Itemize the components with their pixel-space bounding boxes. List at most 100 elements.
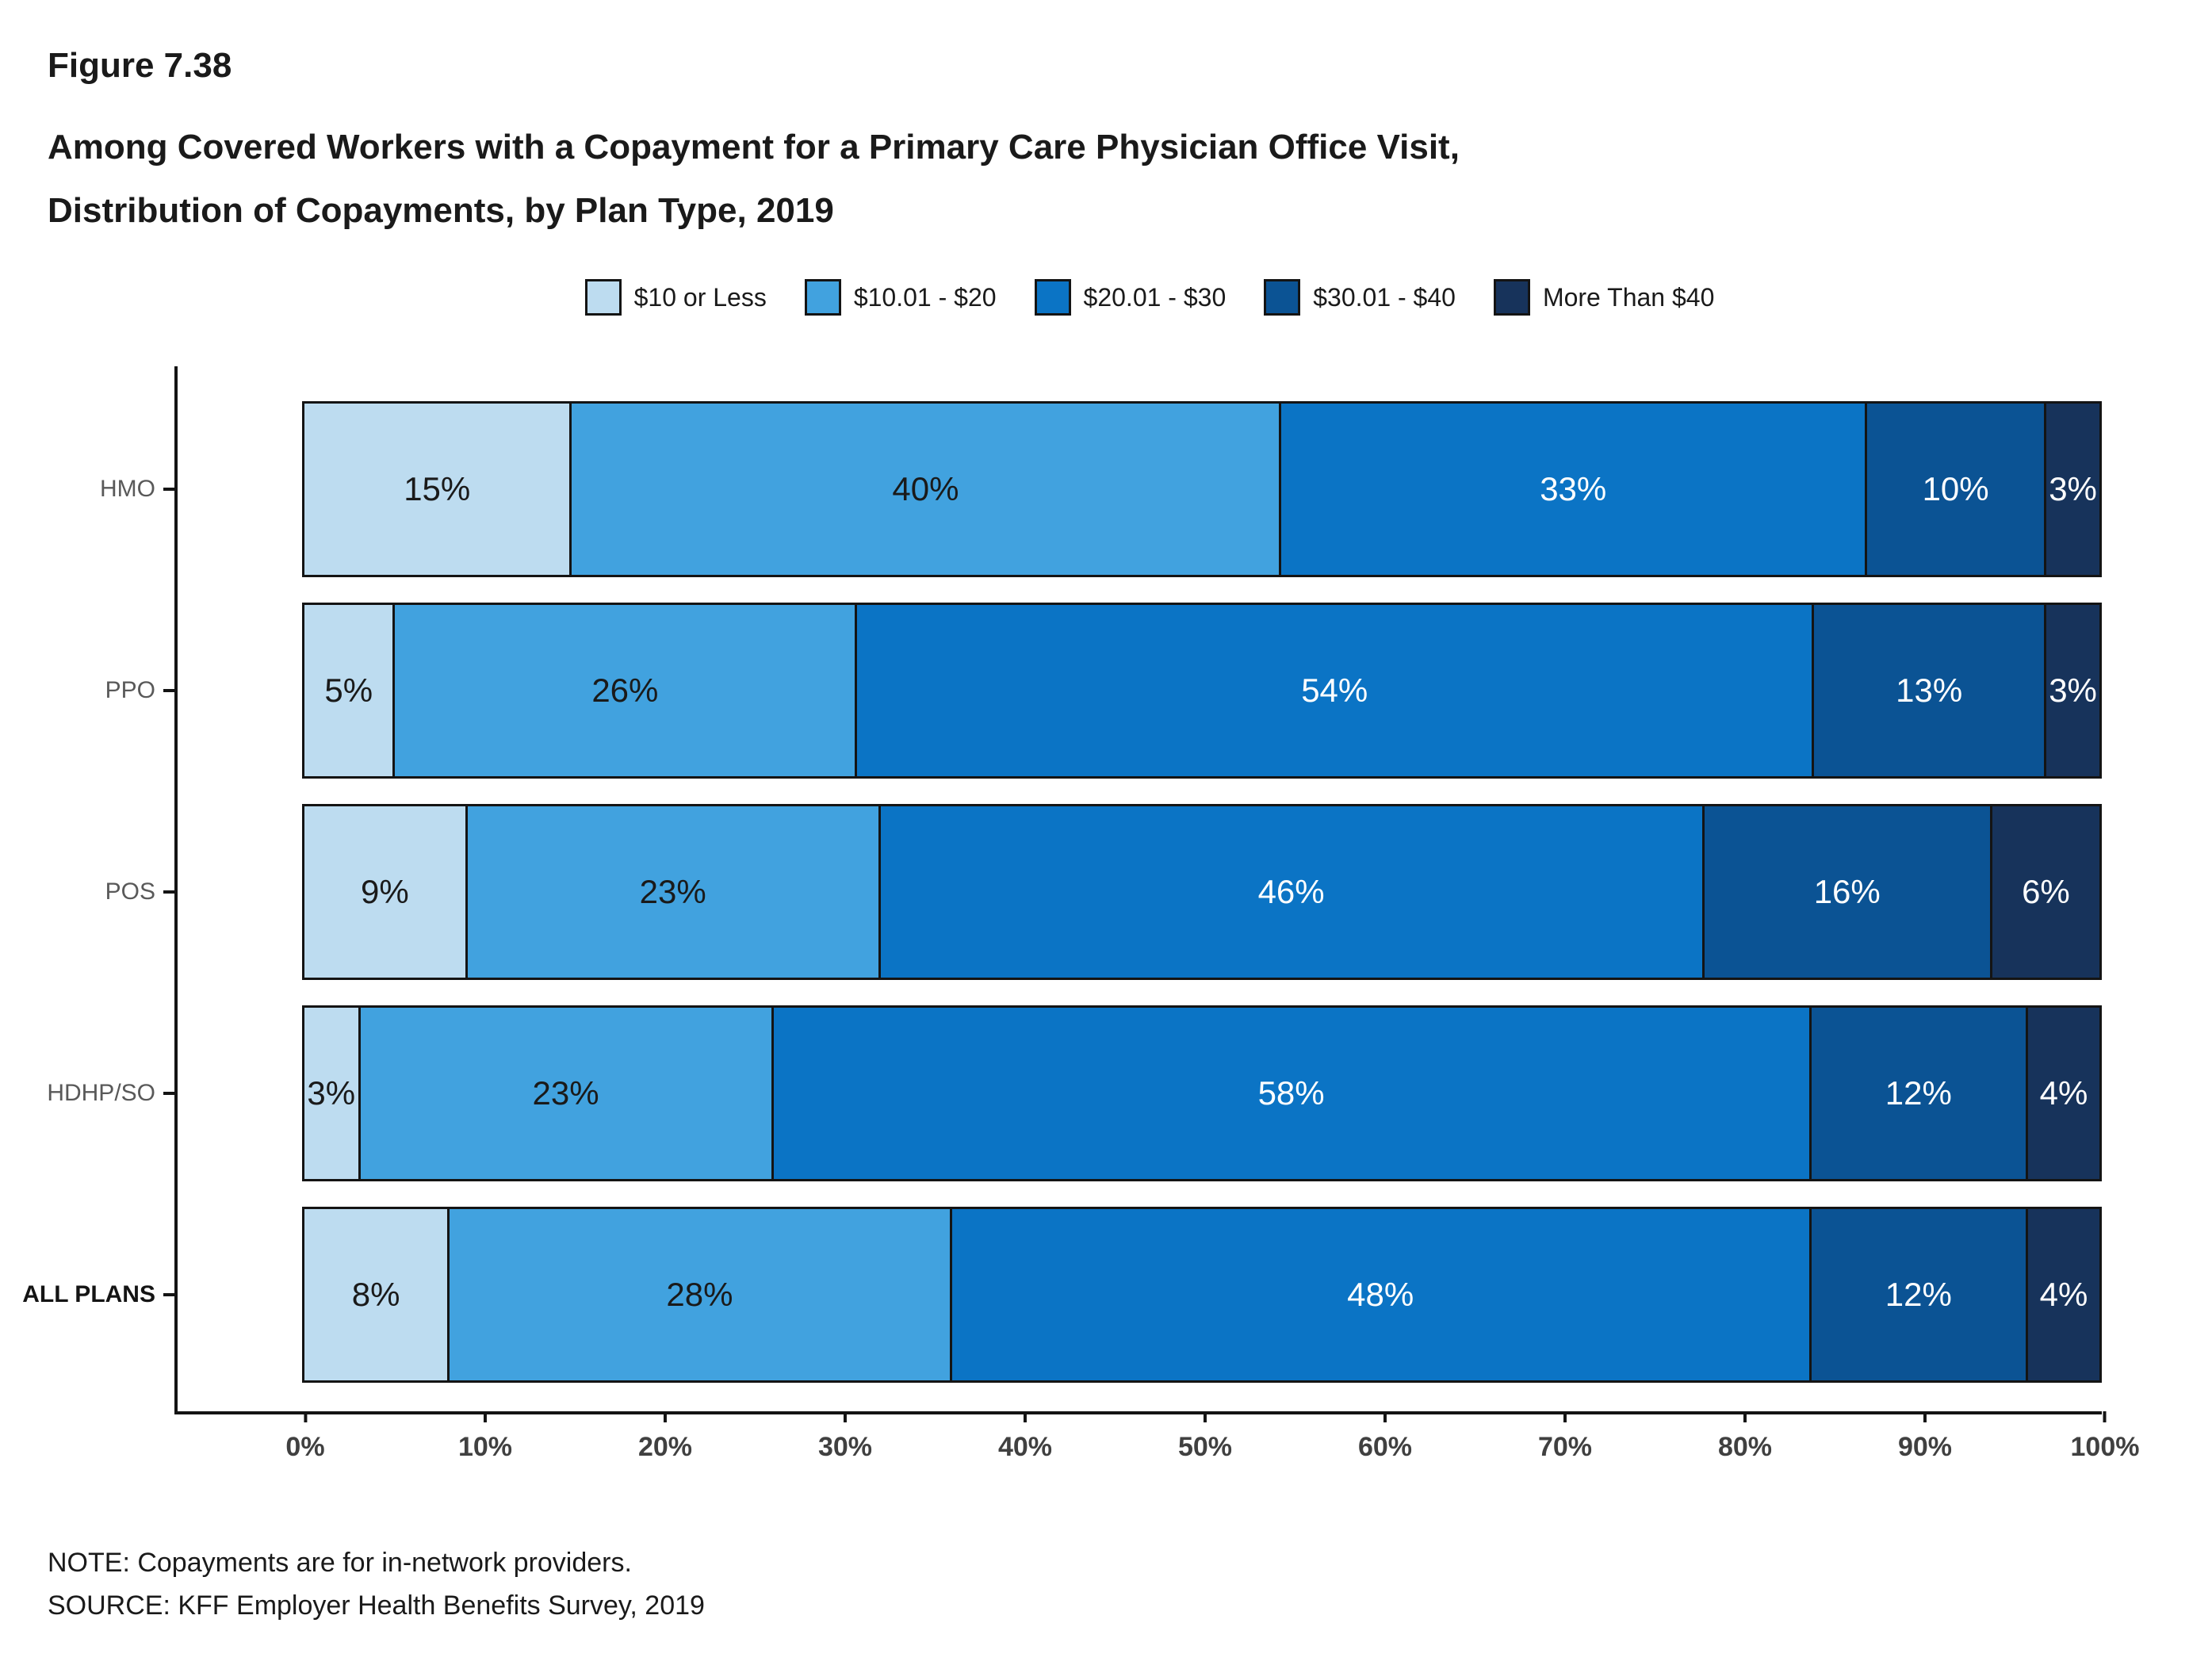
chart-legend: $10 or Less $10.01 - $20 $20.01 - $30 $30.0… <box>584 279 1715 316</box>
chart-note: NOTE: Copayments are for in-network prov… <box>48 1548 632 1578</box>
x-axis-tick: 100% <box>2070 1411 2140 1463</box>
bar-segment: 8% <box>302 1207 450 1383</box>
bar-segment: 9% <box>302 804 468 980</box>
figure-label: Figure 7.38 <box>48 46 232 85</box>
y-axis-label-text: HMO <box>100 476 155 502</box>
x-axis-tickmark <box>844 1411 847 1422</box>
y-axis-label: PPO <box>48 603 174 779</box>
chart-footer: NOTE: Copayments are for in-network prov… <box>48 1541 2164 1627</box>
stacked-bar: 9% 23% 46% 16% 6% <box>302 804 2102 980</box>
figure-heading: Figure 7.38 Among Covered Workers with a… <box>48 46 2164 243</box>
x-axis-tick: 50% <box>1178 1411 1232 1463</box>
legend-label: $30.01 - $40 <box>1313 282 1456 312</box>
stacked-bar: 5% 26% 54% 13% 3% <box>302 603 2102 779</box>
bar-segment-value: 4% <box>2039 1074 2088 1112</box>
bar-segment: 6% <box>1989 804 2102 980</box>
x-axis-tick-label: 80% <box>1717 1432 1773 1462</box>
bar-segment-value: 12% <box>1885 1276 1952 1313</box>
x-axis-tick: 80% <box>1718 1411 1772 1463</box>
bar-segment-value: 48% <box>1347 1276 1414 1313</box>
bar-segment: 58% <box>771 1005 1812 1181</box>
bar-segment: 33% <box>1279 401 1868 577</box>
bar-segment-value: 33% <box>1540 470 1607 507</box>
stacked-bar: 8% 28% 48% 12% 4% <box>302 1207 2102 1383</box>
x-axis-tick-label: 90% <box>1897 1432 1953 1462</box>
bar-segment: 23% <box>358 1005 774 1181</box>
legend-label: $20.01 - $30 <box>1083 282 1227 312</box>
legend-label: $10.01 - $20 <box>853 282 997 312</box>
x-axis-tickmark <box>1383 1411 1387 1422</box>
bar-segment-value: 8% <box>351 1276 400 1313</box>
bar-segment: 3% <box>2044 401 2102 577</box>
x-axis-tick: 90% <box>1898 1411 1952 1463</box>
x-axis-tick-label: 20% <box>637 1432 693 1462</box>
bar-segment: 5% <box>302 603 396 779</box>
legend-item: $20.01 - $30 <box>1034 279 1227 316</box>
y-axis-label-text: ALL PLANS <box>22 1281 155 1307</box>
y-axis-label-text: HDHP/SO <box>47 1080 155 1106</box>
bar-segment-value: 26% <box>591 672 659 709</box>
x-axis-tick: 70% <box>1538 1411 1592 1463</box>
bar-segment: 48% <box>949 1207 1812 1383</box>
x-axis-tick: 60% <box>1358 1411 1412 1463</box>
legend-item: $10 or Less <box>584 279 767 316</box>
y-axis-label-text: PPO <box>105 677 155 703</box>
stacked-bar-chart: HMO PPO POS HDHP/SO ALL PLANS 15% 40% 33% 10% 3%… <box>22 366 2164 1462</box>
x-axis-tick: 40% <box>998 1411 1052 1463</box>
bar-segment: 13% <box>1812 603 2047 779</box>
x-axis-tick-label: 50% <box>1177 1432 1233 1462</box>
bar-segment-value: 3% <box>2049 672 2097 709</box>
bar-segment: 40% <box>569 401 1282 577</box>
x-axis-tick: 10% <box>458 1411 512 1463</box>
x-axis: 0% 10% 20% 30% 40% 50% 60% 70% 80% 90% 100% <box>285 1411 2139 1475</box>
bar-segment: 3% <box>2044 603 2102 779</box>
bar-segment-value: 3% <box>2049 470 2097 507</box>
y-axis-tickmark <box>163 488 174 491</box>
figure-title-line2: Distribution of Copayments, by Plan Type… <box>48 191 834 230</box>
plot-area: 15% 40% 33% 10% 3% 5% 26% 54% 13% 3% 9% 23% 46% 16% 6%… <box>174 366 2139 1462</box>
y-axis-tickmark <box>163 890 174 894</box>
legend-swatch <box>1264 279 1301 316</box>
bar-segment-value: 40% <box>892 470 959 507</box>
bar-segment: 10% <box>1865 401 2047 577</box>
y-axis-tickmark <box>163 1092 174 1095</box>
x-axis-tick-label: 100% <box>2070 1432 2140 1462</box>
legend-label: More Than $40 <box>1542 282 1715 312</box>
bar-segment-value: 5% <box>324 672 373 709</box>
bar-segment-value: 23% <box>639 873 706 910</box>
x-axis-tickmark <box>664 1411 667 1422</box>
x-axis-tickmark <box>1024 1411 1027 1422</box>
bar-segment: 3% <box>302 1005 361 1181</box>
x-axis-tick-label: 0% <box>285 1432 325 1462</box>
bar-segment: 16% <box>1701 804 1992 980</box>
bar-segment: 54% <box>855 603 1815 779</box>
stacked-bar: 3% 23% 58% 12% 4% <box>302 1005 2102 1181</box>
bar-segment: 28% <box>447 1207 952 1383</box>
bar-segment-value: 54% <box>1301 672 1368 709</box>
x-axis-tick-label: 40% <box>997 1432 1053 1462</box>
bar-segment: 4% <box>2025 1207 2102 1383</box>
bar-segment-value: 10% <box>1922 470 1989 507</box>
y-axis-tickmark <box>163 1293 174 1296</box>
x-axis-tickmark <box>484 1411 487 1422</box>
legend-item: $30.01 - $40 <box>1264 279 1456 316</box>
x-axis-tickmark <box>1204 1411 1207 1422</box>
x-axis-tickmark <box>303 1411 307 1422</box>
x-axis-tick-label: 30% <box>817 1432 873 1462</box>
y-axis-label: HMO <box>48 401 174 577</box>
x-axis-tickmark <box>1743 1411 1747 1422</box>
x-axis-tickmark <box>2103 1411 2107 1422</box>
bar-segment-value: 4% <box>2039 1276 2088 1313</box>
y-axis-label: POS <box>48 804 174 980</box>
bar-segment-value: 13% <box>1896 672 1963 709</box>
x-axis-tick: 0% <box>285 1411 325 1463</box>
bar-segment: 46% <box>878 804 1705 980</box>
bar-segment-value: 16% <box>1813 873 1881 910</box>
bar-segment: 4% <box>2025 1005 2102 1181</box>
figure-title-line1: Among Covered Workers with a Copayment f… <box>48 128 1460 166</box>
y-axis-tickmark <box>163 689 174 692</box>
bar-segment-value: 15% <box>404 470 471 507</box>
legend-item: More Than $40 <box>1493 279 1715 316</box>
bar-segment-value: 9% <box>360 873 409 910</box>
x-axis-tickmark <box>1923 1411 1927 1422</box>
